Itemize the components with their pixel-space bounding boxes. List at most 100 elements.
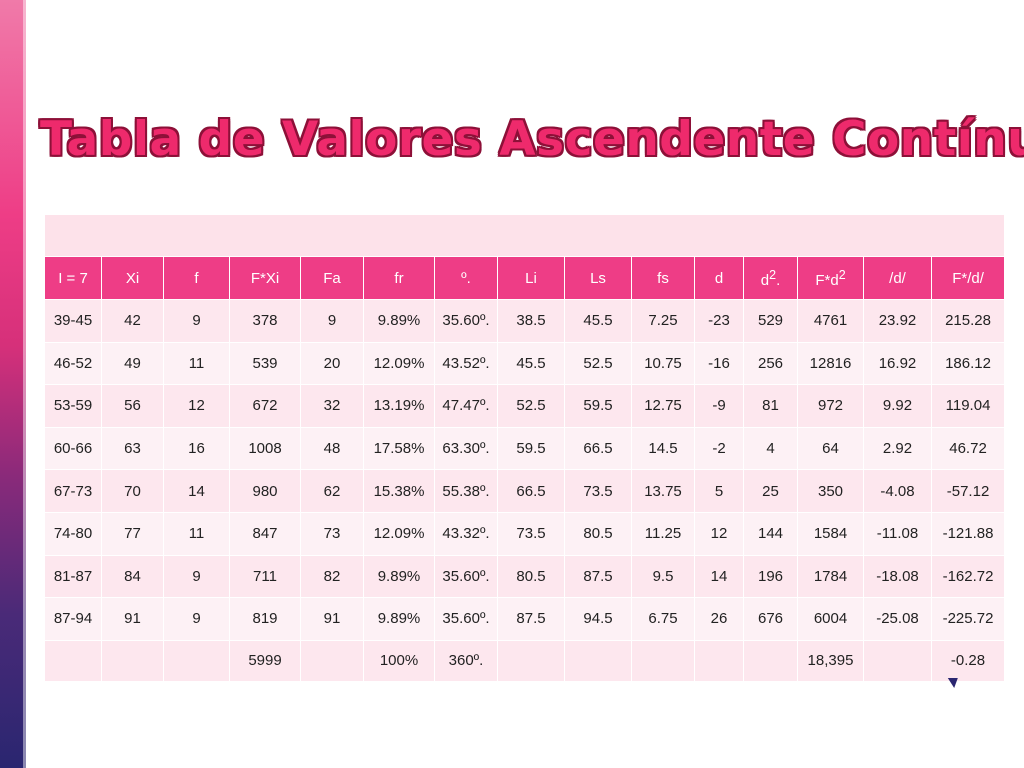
table-cell: 378 (229, 299, 301, 343)
table-cell: 539 (229, 341, 301, 386)
table-cell: -11.08 (863, 511, 932, 556)
table-cell: 9.89% (363, 597, 435, 641)
decorative-corner-mark (944, 678, 958, 688)
table-cell: 43.52º. (434, 341, 498, 386)
table-cell: 66.5 (497, 469, 565, 513)
table-row: 81-87 84 9 711 82 9.89% 35.60º. 80.5 87.5 9.5 14 19… (44, 554, 1006, 599)
table-cell: 70 (101, 469, 164, 513)
table-cell: 23.92 (863, 299, 932, 343)
table-cell: 12.09% (363, 511, 435, 556)
header-f: f (163, 256, 230, 300)
total-cell (163, 639, 230, 682)
header-degrees: º. (434, 256, 498, 300)
header-fr: fr (363, 256, 435, 300)
total-cell: 100% (363, 639, 435, 682)
table-cell: -9 (694, 384, 744, 428)
table-cell: 2.92 (863, 426, 932, 471)
table-cell: 672 (229, 384, 301, 428)
table-cell: 66.5 (564, 426, 632, 471)
table-row: 74-80 77 11 847 73 12.09% 43.32º. 73.5 80.5 11.25… (44, 511, 1006, 556)
table-cell: 42 (101, 299, 164, 343)
table-cell: 9.89% (363, 554, 435, 599)
table-cell: 52.5 (497, 384, 565, 428)
table-row: 67-73 70 14 980 62 15.38% 55.38º. 66.5 73.5 13.75… (44, 469, 1006, 513)
total-cell (564, 639, 632, 682)
table-cell: 20 (300, 341, 364, 386)
table-cell: 980 (229, 469, 301, 513)
table-cell: 56 (101, 384, 164, 428)
total-cell (300, 639, 364, 682)
table-cell: 16 (163, 426, 230, 471)
table-cell: 9 (163, 299, 230, 343)
total-cell (497, 639, 565, 682)
table-cell: 11.25 (631, 511, 695, 556)
table-cell: 32 (300, 384, 364, 428)
table-cell: 9 (163, 554, 230, 599)
table-cell: 91 (300, 597, 364, 641)
table-cell: 39-45 (44, 299, 102, 343)
table-cell: 13.75 (631, 469, 695, 513)
table-totals-row: 5999 100% 360º. 18,395 -0.28 (44, 639, 1006, 682)
header-fa: Fa (300, 256, 364, 300)
table-cell: -2 (694, 426, 744, 471)
table-cell: 10.75 (631, 341, 695, 386)
header-d: d (694, 256, 744, 300)
table-cell: 13.19% (363, 384, 435, 428)
table-cell: 12.75 (631, 384, 695, 428)
total-cell: -0.28 (930, 639, 1006, 682)
table-cell: 35.60º. (434, 554, 498, 599)
table-cell: 87-94 (44, 597, 102, 641)
table-cell: 35.60º. (434, 597, 498, 641)
table-cell: 17.58% (363, 426, 435, 471)
table-cell: 1784 (797, 554, 864, 599)
table-cell: -57.12 (930, 469, 1006, 513)
table-cell: 46-52 (44, 341, 102, 386)
table-blank-row (43, 214, 1006, 257)
table-cell: 1584 (797, 511, 864, 556)
table-cell: 94.5 (564, 597, 632, 641)
table-cell: 64 (797, 426, 864, 471)
total-cell: 360º. (434, 639, 498, 682)
table-cell: 47.47º. (434, 384, 498, 428)
table-cell: 53-59 (44, 384, 102, 428)
frequency-table: I = 7 Xi f F*Xi Fa fr º. Li Ls fs d d2. … (43, 214, 1006, 682)
total-cell (863, 639, 932, 682)
table-cell: 9.5 (631, 554, 695, 599)
table-cell: 81 (743, 384, 798, 428)
table-cell: 119.04 (930, 384, 1006, 428)
table-cell: 6.75 (631, 597, 695, 641)
table-cell: 73.5 (564, 469, 632, 513)
table-cell: 4761 (797, 299, 864, 343)
table-cell: 45.5 (497, 341, 565, 386)
table-cell: 144 (743, 511, 798, 556)
table-cell: -18.08 (863, 554, 932, 599)
table-cell: 52.5 (564, 341, 632, 386)
table-cell: 9 (163, 597, 230, 641)
header-fxi: F*Xi (229, 256, 301, 300)
table-cell: 7.25 (631, 299, 695, 343)
table-cell: 16.92 (863, 341, 932, 386)
table-cell: 74-80 (44, 511, 102, 556)
table-header-row: I = 7 Xi f F*Xi Fa fr º. Li Ls fs d d2. … (44, 256, 1006, 300)
table-row: 39-45 42 9 378 9 9.89% 35.60º. 38.5 45.5 7.25 -23 5… (44, 299, 1006, 343)
table-cell: 81-87 (44, 554, 102, 599)
table-cell: 67-73 (44, 469, 102, 513)
table-cell: 77 (101, 511, 164, 556)
table-cell: 14 (694, 554, 744, 599)
table-cell: -162.72 (930, 554, 1006, 599)
table-cell: 59.5 (564, 384, 632, 428)
table-cell: 14.5 (631, 426, 695, 471)
total-cell (631, 639, 695, 682)
table-cell: 73 (300, 511, 364, 556)
decorative-side-bar (0, 0, 26, 768)
table-cell: -4.08 (863, 469, 932, 513)
total-cell: 5999 (229, 639, 301, 682)
table-cell: 80.5 (497, 554, 565, 599)
total-cell (101, 639, 164, 682)
table-cell: -23 (694, 299, 744, 343)
table-cell: 256 (743, 341, 798, 386)
table-cell: 59.5 (497, 426, 565, 471)
table-cell: 43.32º. (434, 511, 498, 556)
header-xi: Xi (101, 256, 164, 300)
table-cell: 46.72 (930, 426, 1006, 471)
